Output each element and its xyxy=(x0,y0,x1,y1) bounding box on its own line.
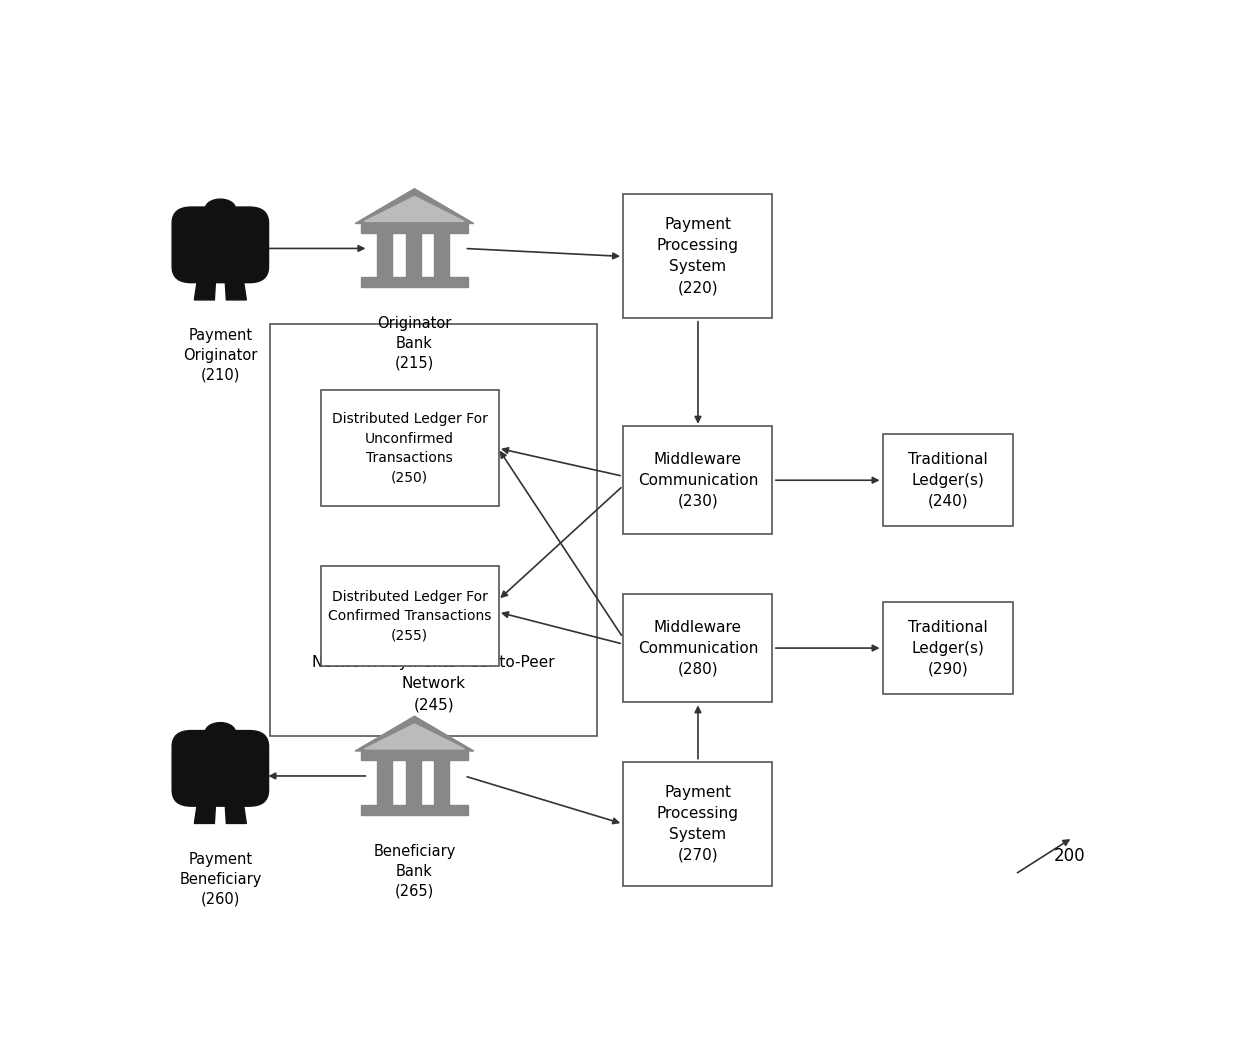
Polygon shape xyxy=(224,790,247,823)
FancyBboxPatch shape xyxy=(172,207,269,282)
FancyBboxPatch shape xyxy=(321,566,498,666)
Ellipse shape xyxy=(206,722,236,741)
Text: Network Payments Peer-to-Peer
Network
(245): Network Payments Peer-to-Peer Network (2… xyxy=(312,655,556,712)
Text: Middleware
Communication
(230): Middleware Communication (230) xyxy=(637,452,758,509)
Polygon shape xyxy=(361,752,467,761)
Text: Beneficiary
Bank
(265): Beneficiary Bank (265) xyxy=(373,844,455,899)
Text: 200: 200 xyxy=(1054,847,1085,865)
FancyBboxPatch shape xyxy=(624,427,773,535)
Polygon shape xyxy=(434,233,449,277)
Polygon shape xyxy=(224,267,247,300)
Text: Payment
Beneficiary
(260): Payment Beneficiary (260) xyxy=(179,852,262,906)
Text: Traditional
Ledger(s)
(240): Traditional Ledger(s) (240) xyxy=(908,452,988,509)
Text: Traditional
Ledger(s)
(290): Traditional Ledger(s) (290) xyxy=(908,620,988,677)
Text: Distributed Ledger For
Confirmed Transactions
(255): Distributed Ledger For Confirmed Transac… xyxy=(327,590,491,643)
Text: Distributed Ledger For
Unconfirmed
Transactions
(250): Distributed Ledger For Unconfirmed Trans… xyxy=(332,412,487,485)
Polygon shape xyxy=(361,277,467,288)
Polygon shape xyxy=(365,196,465,221)
Text: Payment
Originator
(210): Payment Originator (210) xyxy=(184,328,258,383)
FancyBboxPatch shape xyxy=(624,762,773,885)
Polygon shape xyxy=(355,716,474,752)
FancyBboxPatch shape xyxy=(172,731,269,807)
Text: Middleware
Communication
(280): Middleware Communication (280) xyxy=(637,620,758,677)
Text: Payment
Processing
System
(270): Payment Processing System (270) xyxy=(657,785,739,863)
Text: Originator
Bank
(215): Originator Bank (215) xyxy=(377,317,451,371)
Text: Payment
Processing
System
(220): Payment Processing System (220) xyxy=(657,217,739,296)
Polygon shape xyxy=(377,761,392,804)
FancyBboxPatch shape xyxy=(624,594,773,702)
FancyBboxPatch shape xyxy=(883,602,1013,694)
Polygon shape xyxy=(405,233,420,277)
Polygon shape xyxy=(365,725,465,749)
Ellipse shape xyxy=(206,199,236,218)
FancyBboxPatch shape xyxy=(321,390,498,507)
Polygon shape xyxy=(361,804,467,815)
FancyBboxPatch shape xyxy=(883,434,1013,526)
FancyBboxPatch shape xyxy=(624,194,773,319)
Polygon shape xyxy=(361,223,467,233)
Polygon shape xyxy=(405,761,420,804)
Polygon shape xyxy=(195,790,216,823)
Polygon shape xyxy=(377,233,392,277)
FancyBboxPatch shape xyxy=(270,324,596,736)
Polygon shape xyxy=(195,267,216,300)
Polygon shape xyxy=(434,761,449,804)
Polygon shape xyxy=(355,189,474,223)
